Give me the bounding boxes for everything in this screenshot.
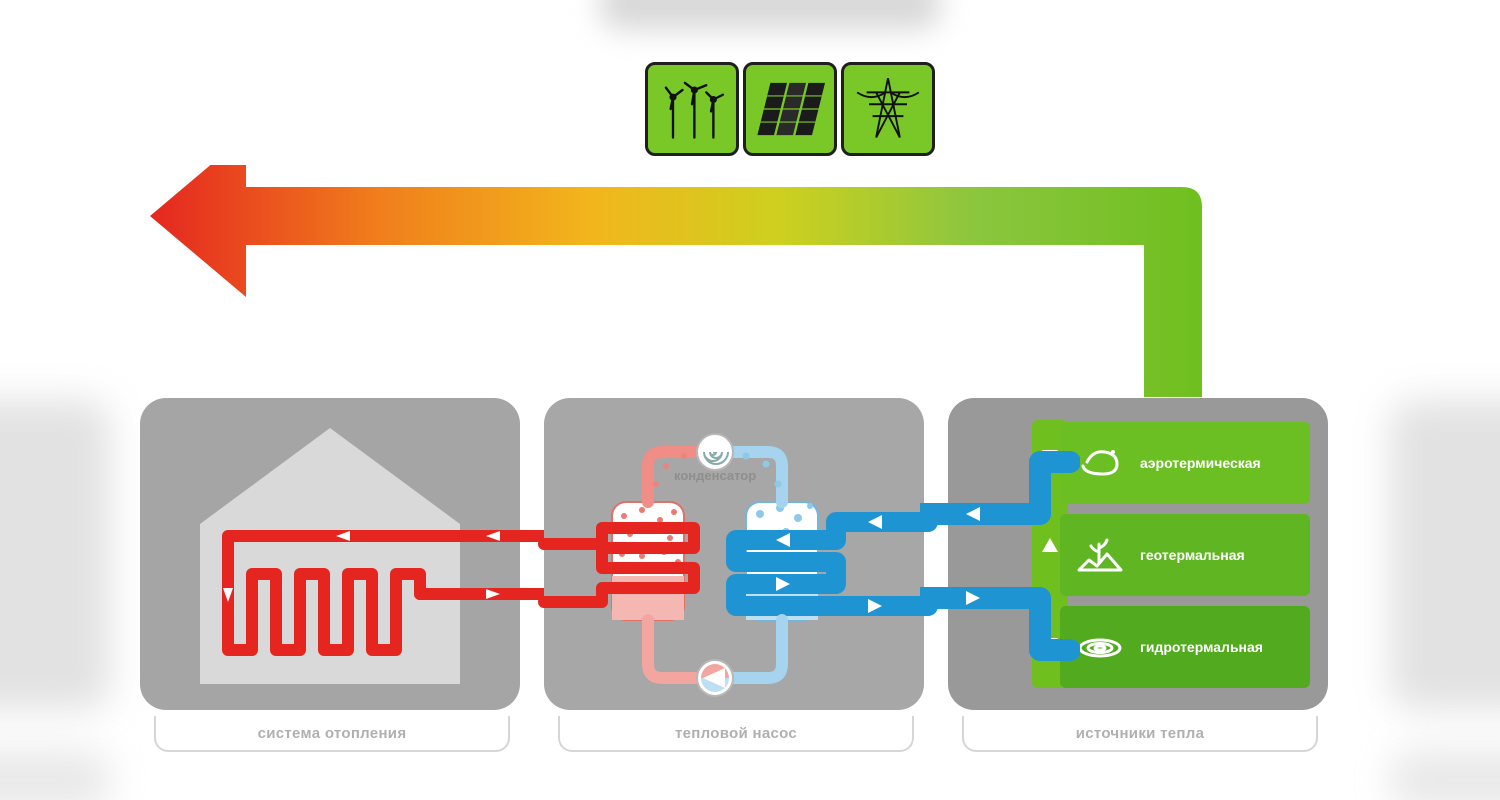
ghost-top <box>600 0 940 30</box>
source-card-aero: аэротермическая <box>1060 422 1310 504</box>
heat-sources-list: аэротермическая геотермальная <box>1060 422 1310 688</box>
wind-icon <box>645 62 739 156</box>
ambient-line3: среды <box>940 291 1130 310</box>
ambient-energy-label: энергия окружающей среды <box>940 253 1130 309</box>
grid-icon <box>841 62 935 156</box>
ambient-line2: окружающей <box>940 272 1130 291</box>
diagram-stage: внешние источники энергии энергия окружа… <box>0 0 1500 800</box>
panel-heatpump: конденсатор тепловой насос <box>544 398 924 710</box>
caption-sources: источники тепла <box>962 716 1318 752</box>
source-card-geo: геотермальная <box>1060 514 1310 596</box>
energy-flow-arrow: внешние источники энергии энергия окружа… <box>150 165 1240 400</box>
source-label-geo: геотермальная <box>1140 547 1245 563</box>
ghost-left-cap <box>0 750 110 800</box>
heatpump-schematic-icon <box>484 406 984 726</box>
caption-heatpump: тепловой насос <box>558 716 914 752</box>
ghost-right-cap <box>1390 750 1500 800</box>
panel-heating: система отопления <box>140 398 520 710</box>
blue-link-icon <box>920 398 1080 710</box>
external-sources-label: внешние источники энергии <box>590 158 850 175</box>
ghost-right <box>1390 400 1500 710</box>
panels-row: система отопления <box>140 398 1328 710</box>
ghost-left <box>0 400 110 710</box>
source-label-hydro: гидротермальная <box>1140 639 1263 655</box>
caption-heating: система отопления <box>154 716 510 752</box>
condenser-label: конденсатор <box>674 468 756 483</box>
source-card-hydro: гидротермальная <box>1060 606 1310 688</box>
ambient-line1: энергия <box>940 253 1130 272</box>
solar-icon <box>743 62 837 156</box>
source-label-aero: аэротермическая <box>1140 455 1261 471</box>
external-sources-row <box>645 62 935 156</box>
